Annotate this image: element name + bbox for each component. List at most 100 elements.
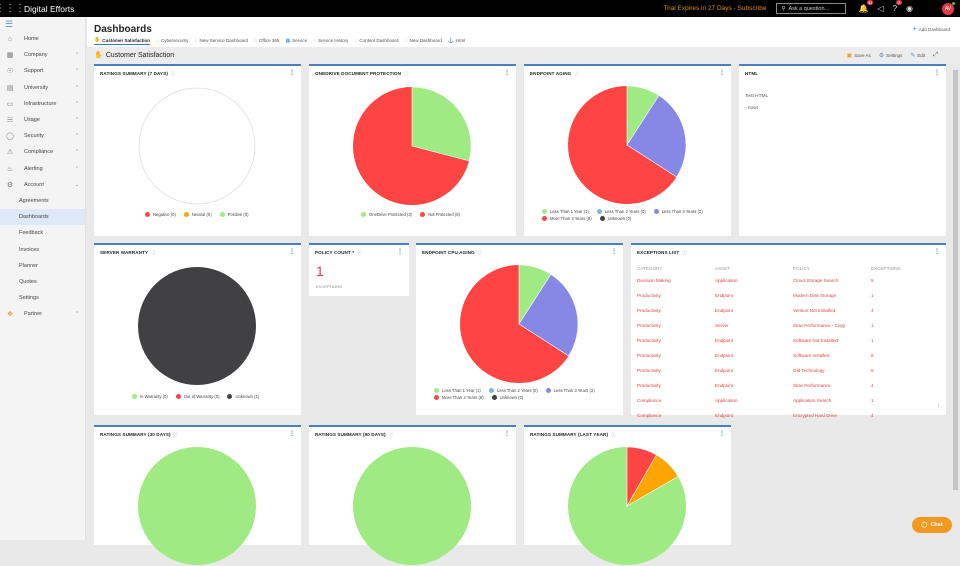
column-header-asset[interactable]: ASSET xyxy=(715,265,731,271)
tab-office-365[interactable]: ◌ Office 365 xyxy=(254,37,279,45)
sidebar-subitem-dashboards[interactable]: Dashboards xyxy=(0,209,85,226)
legend-item-less-than-3-years[interactable]: Less Than 3 Years (2) xyxy=(653,209,703,214)
sidebar-item-home[interactable]: ⌂ Home xyxy=(0,31,85,47)
notifications-bell-icon[interactable]: 🔔 31 xyxy=(858,0,874,13)
legend-item-not-protected[interactable]: Not Protected (8) xyxy=(420,212,460,217)
settings-button[interactable]: ⚙ Settings xyxy=(879,52,903,59)
table-row[interactable]: Productivity Endpoint Software Not Install… xyxy=(637,338,874,343)
legend-item-in-warranty[interactable]: In Warranty (0) xyxy=(132,394,168,399)
app-launcher-icon[interactable]: ⋮⋮⋮ xyxy=(0,3,25,14)
tab-service-history[interactable]: ◌ Service History xyxy=(313,37,348,45)
column-header-policy[interactable]: POLICY xyxy=(793,265,810,271)
tab-content-dashboard[interactable]: ◌ Content Dashboard xyxy=(354,37,398,45)
feedback-icon[interactable]: ◉ xyxy=(906,4,913,13)
legend-item-unknown[interactable]: Unknown (1) xyxy=(227,394,259,399)
sidebar-subitem-feedback[interactable]: Feedback xyxy=(19,230,44,237)
table-row[interactable]: Compliance Endpoint Encrypted Hard Drive 4 xyxy=(637,413,874,418)
user-avatar[interactable]: AV xyxy=(942,1,955,15)
info-icon[interactable]: ⓘ xyxy=(611,432,616,437)
tab-cybersecurity[interactable]: ◌ Cybersecurity xyxy=(156,37,189,45)
chat-button[interactable]: ◯ Chat xyxy=(912,517,952,533)
legend-item-less-than-1-year[interactable]: Less Than 1 Year (1) xyxy=(434,388,481,393)
sidebar-item-partner[interactable]: ❖ Partner ⌃ xyxy=(0,306,85,322)
sidebar-subitem-quotes[interactable]: Quotes xyxy=(19,278,37,285)
sidebar-subitem-invoices[interactable]: Invoices xyxy=(19,246,40,253)
column-header-exceptions[interactable]: EXCEPTIONS xyxy=(871,265,901,271)
edit-button[interactable]: ✎ Edit xyxy=(910,52,925,59)
scrollbar-thumb[interactable] xyxy=(953,70,958,490)
tab-customer-satisfaction[interactable]: ✋ Customer Satisfaction xyxy=(94,37,150,45)
legend-item-more-than-3-years[interactable]: More Than 3 Years (8) xyxy=(542,216,592,221)
hamburger-menu-icon[interactable]: ☰ xyxy=(5,19,14,29)
trial-subscribe-link[interactable]: Trial Expires in 27 Days - Subscribe xyxy=(663,5,767,12)
sidebar-item-alerting[interactable]: ♨ Alerting ⌃ xyxy=(0,161,85,177)
table-row[interactable]: Productivity Server Slow Performance - Cop… xyxy=(637,323,874,328)
table-row[interactable]: Compliance Application Application Search 1 xyxy=(637,398,874,403)
sidebar-item-security[interactable]: ◯ Security ⌃ xyxy=(0,128,85,144)
card-menu-icon[interactable]: ⋮ xyxy=(934,249,940,255)
tab-html[interactable]: ⚓ Html xyxy=(448,37,465,45)
policy-count-value[interactable]: 1 xyxy=(316,263,324,279)
sidebar-subitem-settings[interactable]: Settings xyxy=(19,295,39,302)
sidebar-item-account[interactable]: ⚙ Account ⌄ xyxy=(0,177,85,193)
legend-item-unknown[interactable]: Unknown (0) xyxy=(491,395,523,400)
info-icon[interactable]: ⓘ xyxy=(151,250,156,255)
announcements-megaphone-icon[interactable]: ◁ xyxy=(877,4,884,13)
info-icon[interactable]: ⓘ xyxy=(173,432,179,437)
sidebar-item-support[interactable]: ☉ Support ⌃ xyxy=(0,63,85,79)
column-header-category[interactable]: CATEGORY xyxy=(637,265,663,271)
info-icon[interactable]: ⓘ xyxy=(171,71,176,76)
sidebar-subitem-planner[interactable]: Planner xyxy=(19,262,38,269)
table-row[interactable]: Productivity Endpoint Old Technology 8 xyxy=(637,368,874,373)
legend-item-less-than-2-years[interactable]: Less Than 2 Years (0) xyxy=(596,209,646,214)
legend-item-negative[interactable]: Negative (0) xyxy=(145,212,176,217)
card-menu-icon[interactable]: ⋮ xyxy=(719,431,725,437)
table-row[interactable]: Productivity Endpoint Software Installed 8 xyxy=(637,353,874,358)
info-icon[interactable]: ⓘ xyxy=(388,432,394,437)
sidebar-item-company[interactable]: ▦ Company ⌃ xyxy=(0,47,85,63)
table-row[interactable]: Productivity Endpoint Slow Performance 4 xyxy=(637,383,874,388)
legend-item-less-than-2-years[interactable]: Less Than 2 Years (0) xyxy=(488,388,538,393)
ask-question-input[interactable]: ⚲ Ask a question... xyxy=(776,3,847,14)
info-icon[interactable]: ⓘ xyxy=(404,71,409,76)
info-icon[interactable]: ⓘ xyxy=(682,250,688,255)
card-menu-icon[interactable]: ⋮ xyxy=(504,431,510,437)
tab-new-service-dashboard[interactable]: ◌ New Service Dashboard xyxy=(195,37,249,45)
info-icon[interactable]: ⓘ xyxy=(357,250,362,255)
info-icon[interactable]: ⓘ xyxy=(477,250,483,255)
card-menu-icon[interactable]: ⋮ xyxy=(719,70,725,76)
legend-item-out-of-warranty[interactable]: Out of Warranty (0) xyxy=(175,394,219,399)
table-scroll-handle-icon[interactable]: ↕ xyxy=(937,403,941,409)
sidebar-subitem-agreements[interactable]: Agreements xyxy=(19,197,49,204)
card-menu-icon[interactable]: ⋮ xyxy=(397,249,403,255)
sidebar-item-compliance[interactable]: ⚠ Compliance ⌃ xyxy=(0,144,85,160)
legend-item-less-than-1-year[interactable]: Less Than 1 Year (1) xyxy=(542,209,589,214)
legend-item-less-than-3-years[interactable]: Less Than 3 Years (2) xyxy=(545,388,595,393)
fullscreen-button[interactable]: ⤢ xyxy=(933,52,940,59)
legend-item-more-than-3-years[interactable]: More Than 3 Years (8) xyxy=(434,395,484,400)
card-menu-icon[interactable]: ⋮ xyxy=(289,431,295,437)
add-dashboard-button[interactable]: + Add Dashboard xyxy=(913,26,950,33)
tab-new-dashboard[interactable]: ◌ New Dashboard xyxy=(404,37,441,45)
sidebar-item-infrastructure[interactable]: ▭ Infrastructure ⌃ xyxy=(0,96,85,112)
tab-service[interactable]: ▦ Service xyxy=(285,37,307,45)
save-as-button[interactable]: ▣ Save As xyxy=(847,52,871,59)
info-icon[interactable]: ⓘ xyxy=(574,71,580,76)
page-scrollbar[interactable] xyxy=(953,64,958,540)
card-menu-icon[interactable]: ⋮ xyxy=(611,249,617,255)
sidebar-item-usage[interactable]: ☵ Usage ⌃ xyxy=(0,112,85,128)
legend-item-unknown[interactable]: Unknown (0) xyxy=(599,216,631,221)
legend-item-onedrive-protected[interactable]: OneDrive Protected (3) xyxy=(361,212,412,217)
table-row[interactable]: Decision Making Application Cloud Storage … xyxy=(637,278,874,283)
card-menu-icon[interactable]: ⋮ xyxy=(289,249,295,255)
card-menu-icon[interactable]: ⋮ xyxy=(289,70,295,76)
table-row[interactable]: Productivity Endpoint Version Not Installe… xyxy=(637,308,874,313)
legend-item-positive[interactable]: Positive (0) xyxy=(219,212,249,217)
sidebar-item-university[interactable]: ▤ University ⌃ xyxy=(0,80,85,96)
chevron-up-icon: ⌃ xyxy=(74,311,79,318)
card-menu-icon[interactable]: ⋮ xyxy=(504,70,510,76)
help-icon[interactable]: ? 2 xyxy=(892,0,903,13)
table-row[interactable]: Productivity Endpoint Modern Disk Storage 1 xyxy=(637,293,874,298)
legend-item-neutral[interactable]: Neutral (0) xyxy=(183,212,212,217)
card-menu-icon[interactable]: ⋮ xyxy=(934,70,940,76)
